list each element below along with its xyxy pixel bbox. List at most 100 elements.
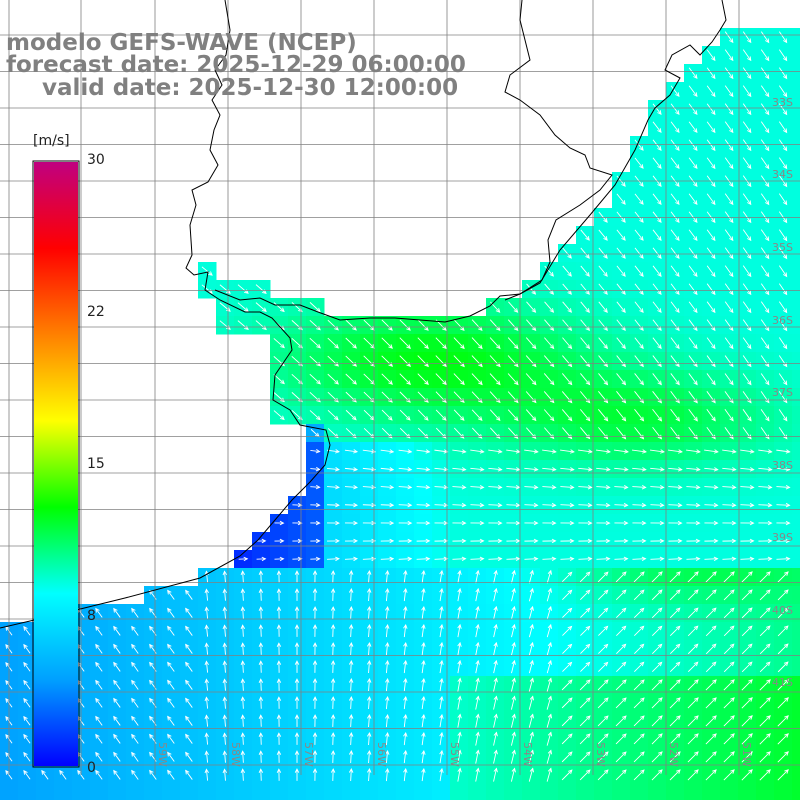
wind-arrow — [222, 678, 228, 691]
wind-cell — [792, 388, 800, 407]
wind-arrow — [760, 67, 770, 80]
wind-arrow — [778, 265, 788, 278]
wind-arrow — [294, 696, 300, 709]
wind-arrow — [634, 157, 644, 169]
wind-arrow — [777, 715, 789, 727]
wind-arrow — [759, 679, 771, 691]
wind-arrow — [688, 337, 698, 350]
wind-arrow — [362, 502, 377, 508]
wind-arrow — [724, 85, 734, 98]
wind-arrow — [421, 713, 426, 728]
wind-arrow — [615, 571, 627, 583]
wind-arrow — [634, 229, 644, 241]
wind-arrow — [687, 769, 699, 781]
wind-arrow — [722, 467, 737, 472]
wind-arrow — [742, 121, 752, 134]
wind-arrow — [615, 697, 627, 709]
wind-arrow — [327, 538, 340, 544]
wind-arrow — [385, 731, 390, 746]
wind-arrow — [185, 643, 193, 654]
wind-arrow — [562, 625, 573, 636]
wind-arrow — [403, 623, 408, 638]
wind-cell — [144, 784, 163, 800]
wind-arrow — [149, 769, 157, 780]
wind-arrow — [185, 625, 193, 636]
wind-arrow — [488, 556, 503, 562]
wind-arrow — [776, 449, 791, 454]
wind-arrow — [113, 751, 121, 762]
wind-arrow — [366, 570, 372, 584]
lon-label: 59W — [156, 742, 169, 767]
wind-arrow — [546, 659, 552, 674]
wind-arrow — [457, 767, 462, 782]
wind-arrow — [167, 643, 175, 654]
wind-arrow — [439, 749, 444, 764]
wind-arrow — [760, 283, 770, 296]
wind-arrow — [493, 695, 498, 710]
wind-arrow — [724, 139, 734, 152]
wind-arrow — [366, 768, 372, 782]
wind-arrow — [760, 193, 770, 206]
wind-arrow — [421, 767, 426, 782]
wind-arrow — [327, 484, 340, 490]
wind-arrow — [651, 715, 663, 727]
wind-arrow — [722, 449, 737, 454]
wind-arrow — [760, 85, 770, 98]
title-model: modelo GEFS-WAVE (NCEP) — [6, 30, 357, 56]
wind-arrow — [399, 319, 411, 331]
wind-arrow — [345, 337, 357, 349]
wind-arrow — [398, 449, 413, 454]
wind-arrow — [688, 157, 698, 170]
wind-arrow — [113, 769, 121, 780]
wind-arrow — [330, 750, 336, 763]
wind-arrow — [475, 749, 480, 764]
wind-arrow — [724, 337, 734, 350]
wind-arrow — [240, 768, 246, 781]
wind-arrow — [759, 643, 771, 655]
wind-arrow — [776, 502, 791, 508]
colorbar-tick-22: 22 — [87, 304, 105, 320]
wind-arrow — [595, 449, 611, 454]
wind-arrow — [667, 449, 683, 454]
wind-arrow — [760, 373, 770, 386]
wind-arrow — [560, 538, 575, 544]
wind-arrow — [185, 607, 193, 618]
wind-arrow — [510, 749, 516, 764]
wind-arrow — [344, 556, 359, 562]
wind-arrow — [525, 373, 537, 386]
wind-arrow — [598, 265, 608, 277]
wind-arrow — [616, 265, 626, 277]
wind-arrow — [238, 556, 249, 562]
wind-arrow — [475, 713, 480, 728]
wind-arrow — [616, 337, 626, 350]
wind-arrow — [776, 467, 791, 472]
wind-arrow — [542, 556, 557, 562]
wind-arrow — [578, 502, 593, 508]
wind-arrow — [544, 301, 555, 313]
wind-arrow — [562, 661, 573, 672]
wind-arrow — [453, 337, 465, 350]
wind-arrow — [760, 409, 770, 422]
wind-arrow — [457, 749, 462, 764]
wind-arrow — [493, 659, 498, 674]
lon-label: 55W — [448, 742, 461, 767]
wind-arrow — [613, 449, 629, 454]
wind-arrow — [435, 337, 447, 350]
wind-arrow — [705, 625, 717, 637]
wind-cell — [792, 640, 800, 659]
wind-arrow — [724, 121, 734, 134]
wind-cell — [72, 784, 91, 800]
wind-arrow — [562, 301, 573, 313]
wind-arrow — [471, 319, 483, 331]
wind-arrow — [777, 625, 789, 637]
wind-arrow — [511, 659, 516, 674]
wind-arrow — [524, 556, 539, 562]
wind-arrow — [778, 49, 788, 62]
wind-arrow — [309, 337, 321, 349]
wind-arrow — [705, 697, 717, 709]
wind-arrow — [706, 229, 716, 242]
wind-arrow — [222, 732, 228, 745]
lat-label: 33S — [772, 96, 793, 109]
colorbar-tick-8: 8 — [87, 608, 96, 624]
wind-arrow — [742, 103, 752, 116]
